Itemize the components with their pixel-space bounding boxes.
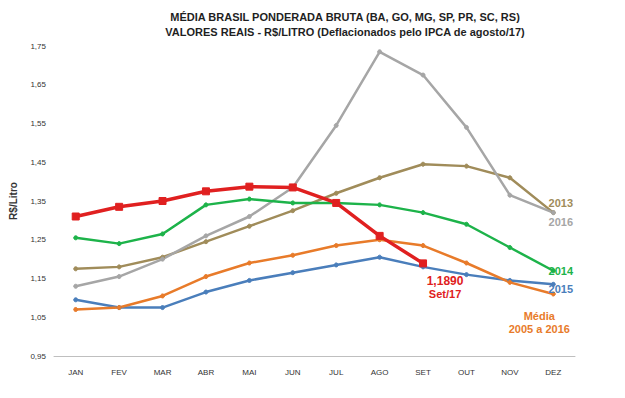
svg-text:OUT: OUT xyxy=(458,368,475,377)
svg-text:MAI: MAI xyxy=(242,368,256,377)
svg-text:FEV: FEV xyxy=(111,368,127,377)
svg-text:1,45: 1,45 xyxy=(30,158,46,167)
svg-text:JUL: JUL xyxy=(329,368,344,377)
svg-text:1,65: 1,65 xyxy=(30,80,46,89)
svg-text:R$/Litro: R$/Litro xyxy=(8,182,19,220)
svg-text:1,1890: 1,1890 xyxy=(427,274,464,288)
svg-text:1,05: 1,05 xyxy=(30,313,46,322)
svg-text:AGO: AGO xyxy=(371,368,389,377)
svg-text:JUN: JUN xyxy=(285,368,301,377)
svg-text:2016: 2016 xyxy=(549,216,573,228)
svg-text:2014: 2014 xyxy=(549,265,574,277)
svg-text:VALORES REAIS - R$/LITRO (Defl: VALORES REAIS - R$/LITRO (Deflacionados … xyxy=(165,26,525,38)
svg-text:0,95: 0,95 xyxy=(30,352,46,361)
svg-text:Média: Média xyxy=(524,310,556,322)
svg-text:ABR: ABR xyxy=(198,368,215,377)
svg-text:DEZ: DEZ xyxy=(545,368,561,377)
svg-text:1,75: 1,75 xyxy=(30,42,46,51)
svg-text:2005 a 2016: 2005 a 2016 xyxy=(509,323,570,335)
svg-text:JAN: JAN xyxy=(68,368,83,377)
svg-text:1,15: 1,15 xyxy=(30,274,46,283)
svg-text:MAR: MAR xyxy=(154,368,172,377)
svg-text:2015: 2015 xyxy=(549,283,573,295)
svg-text:1,35: 1,35 xyxy=(30,197,46,206)
svg-text:Set/17: Set/17 xyxy=(429,288,461,300)
svg-text:2013: 2013 xyxy=(549,197,573,209)
svg-text:NOV: NOV xyxy=(501,368,519,377)
svg-text:1,25: 1,25 xyxy=(30,235,46,244)
svg-text:1,55: 1,55 xyxy=(30,119,46,128)
svg-text:SET: SET xyxy=(415,368,431,377)
svg-text:MÉDIA BRASIL PONDERADA BRUTA (: MÉDIA BRASIL PONDERADA BRUTA (BA, GO, MG… xyxy=(170,11,520,23)
